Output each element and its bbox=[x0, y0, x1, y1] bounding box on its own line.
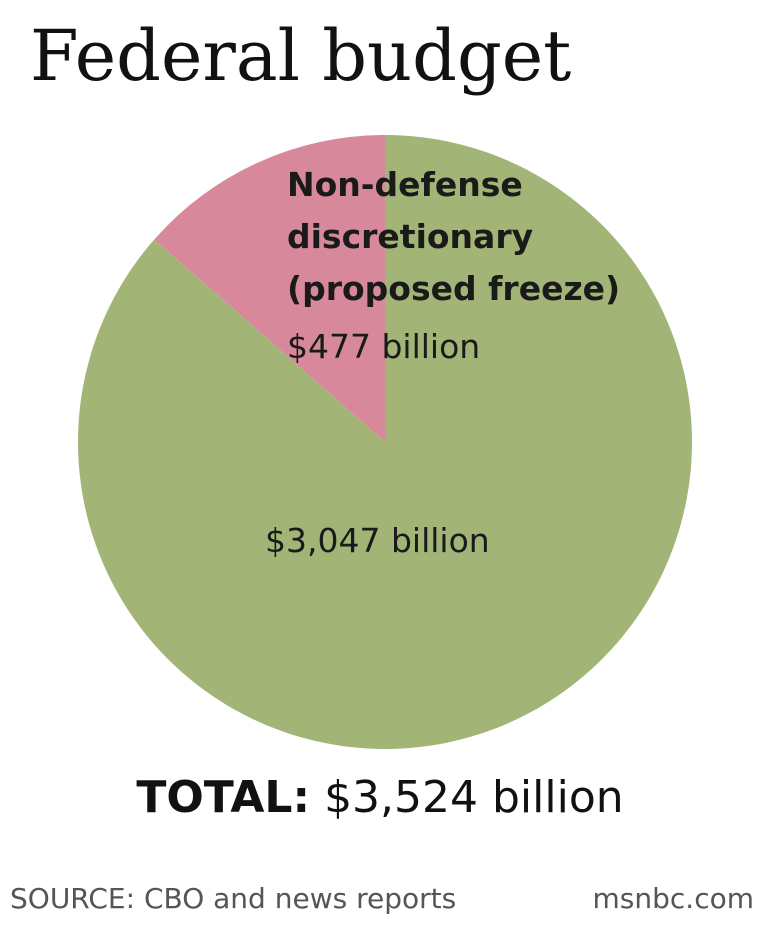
source-note: SOURCE: CBO and news reports bbox=[10, 882, 457, 915]
slice-1-label-line-3: (proposed freeze) bbox=[287, 269, 620, 308]
slice-2-value-label: $3,047 billion bbox=[265, 521, 490, 560]
credit-text: msnbc.com bbox=[592, 882, 754, 915]
pie-slice-1 bbox=[154, 135, 385, 442]
slice-1-label-line-1: Non-defense bbox=[287, 165, 523, 204]
total-value: $3,524 billion bbox=[324, 772, 624, 823]
slice-1-value-label: $477 billion bbox=[287, 327, 480, 366]
chart-title: Federal budget bbox=[30, 15, 572, 97]
total-label: TOTAL: bbox=[136, 772, 311, 823]
pie-slice-2 bbox=[77, 135, 692, 749]
total-line: TOTAL: $3,524 billion bbox=[0, 772, 760, 823]
footer: SOURCE: CBO and news reports msnbc.com bbox=[10, 882, 754, 915]
slice-1-label-line-2: discretionary bbox=[287, 217, 533, 256]
